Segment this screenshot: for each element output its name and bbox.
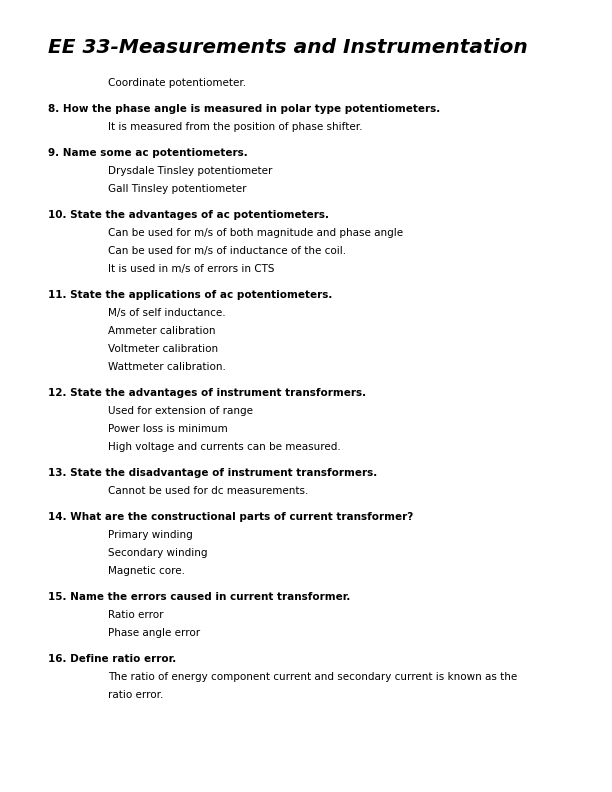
Text: M/s of self inductance.: M/s of self inductance. (108, 308, 226, 318)
Text: Ratio error: Ratio error (108, 610, 163, 620)
Text: Used for extension of range: Used for extension of range (108, 406, 253, 416)
Text: Can be used for m/s of inductance of the coil.: Can be used for m/s of inductance of the… (108, 246, 346, 256)
Text: Ammeter calibration: Ammeter calibration (108, 326, 215, 336)
Text: Voltmeter calibration: Voltmeter calibration (108, 344, 218, 354)
Text: Wattmeter calibration.: Wattmeter calibration. (108, 362, 226, 372)
Text: Cannot be used for dc measurements.: Cannot be used for dc measurements. (108, 486, 308, 496)
Text: Primary winding: Primary winding (108, 530, 193, 540)
Text: Drysdale Tinsley potentiometer: Drysdale Tinsley potentiometer (108, 166, 272, 176)
Text: EE 33-Measurements and Instrumentation: EE 33-Measurements and Instrumentation (48, 38, 528, 57)
Text: 15. Name the errors caused in current transformer.: 15. Name the errors caused in current tr… (48, 592, 351, 602)
Text: Phase angle error: Phase angle error (108, 628, 200, 638)
Text: Coordinate potentiometer.: Coordinate potentiometer. (108, 78, 246, 88)
Text: Secondary winding: Secondary winding (108, 548, 207, 558)
Text: Power loss is minimum: Power loss is minimum (108, 424, 228, 434)
Text: Can be used for m/s of both magnitude and phase angle: Can be used for m/s of both magnitude an… (108, 228, 403, 238)
Text: 11. State the applications of ac potentiometers.: 11. State the applications of ac potenti… (48, 290, 332, 300)
Text: 9. Name some ac potentiometers.: 9. Name some ac potentiometers. (48, 148, 248, 158)
Text: 16. Define ratio error.: 16. Define ratio error. (48, 654, 176, 664)
Text: 8. How the phase angle is measured in polar type potentiometers.: 8. How the phase angle is measured in po… (48, 104, 440, 114)
Text: High voltage and currents can be measured.: High voltage and currents can be measure… (108, 442, 341, 452)
Text: ratio error.: ratio error. (108, 690, 163, 700)
Text: Gall Tinsley potentiometer: Gall Tinsley potentiometer (108, 184, 247, 194)
Text: It is used in m/s of errors in CTS: It is used in m/s of errors in CTS (108, 264, 275, 274)
Text: Magnetic core.: Magnetic core. (108, 566, 185, 576)
Text: It is measured from the position of phase shifter.: It is measured from the position of phas… (108, 122, 362, 132)
Text: The ratio of energy component current and secondary current is known as the: The ratio of energy component current an… (108, 672, 517, 682)
Text: 12. State the advantages of instrument transformers.: 12. State the advantages of instrument t… (48, 388, 366, 398)
Text: 14. What are the constructional parts of current transformer?: 14. What are the constructional parts of… (48, 512, 413, 522)
Text: 13. State the disadvantage of instrument transformers.: 13. State the disadvantage of instrument… (48, 468, 377, 478)
Text: 10. State the advantages of ac potentiometers.: 10. State the advantages of ac potentiom… (48, 210, 329, 220)
